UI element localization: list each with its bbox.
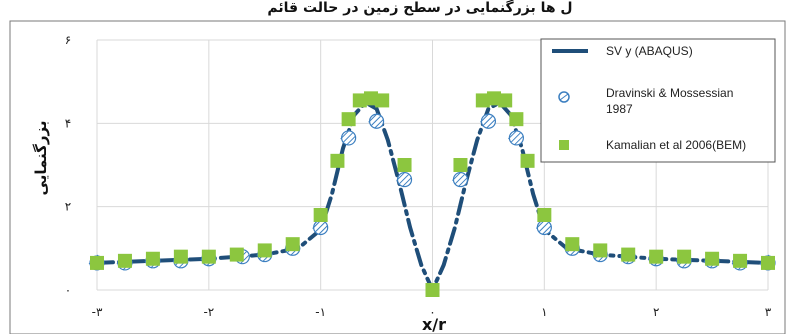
data-point-kamalian [425, 283, 440, 297]
x-tick-label: -۳ [92, 305, 103, 319]
data-point-kamalian [330, 153, 345, 168]
data-point-kamalian [621, 247, 636, 262]
data-point-kamalian [761, 255, 775, 270]
y-axis-label: بزرگنمایی [32, 121, 50, 196]
legend-box [540, 38, 776, 163]
x-tick-label: ۰ [429, 305, 435, 319]
legend-label-dravinski: Dravinski & Mossessian 1987 [606, 86, 733, 116]
y-tick-label: ۰ [65, 283, 71, 297]
data-point-kamalian [593, 243, 608, 258]
chart-title: ل ها بزرگنمایی در سطح زمین در حالت قائم [267, 0, 572, 16]
x-tick-label: -۱ [315, 305, 326, 319]
data-point-kamalian [733, 253, 748, 268]
data-point-kamalian [145, 251, 160, 266]
legend-label-abaqus: SV y (ABAQUS) [606, 44, 693, 58]
y-tick-labels: ۰ ۲ ۴ ۶ [65, 33, 71, 297]
data-point-dravinski [340, 129, 357, 146]
data-point-dravinski [452, 171, 469, 188]
data-point-kamalian [537, 208, 552, 222]
data-point-kamalian [453, 158, 468, 172]
y-tick-label: ۲ [65, 200, 71, 214]
data-point-dravinski [396, 171, 413, 188]
x-axis-label: x/r [422, 315, 446, 334]
x-tick-label: -۲ [203, 305, 214, 319]
data-point-kamalian [313, 208, 328, 222]
data-point-kamalian [520, 153, 535, 168]
data-point-dravinski [312, 219, 329, 236]
data-point-dravinski [480, 112, 497, 129]
data-point-kamalian [487, 91, 502, 106]
data-point-kamalian [173, 249, 188, 264]
x-tick-label: ۲ [653, 305, 659, 319]
data-point-kamalian [229, 247, 244, 262]
data-point-kamalian [352, 93, 367, 108]
legend-label-kamalian: Kamalian et al 2006(BEM) [606, 138, 746, 152]
data-point-kamalian [375, 93, 390, 108]
data-point-kamalian [90, 255, 104, 270]
data-point-kamalian [341, 112, 356, 127]
data-point-dravinski [508, 129, 524, 146]
x-tick-label: ۳ [765, 305, 772, 319]
data-point-kamalian [201, 249, 216, 264]
data-point-kamalian [117, 253, 132, 268]
chart-frame [9, 20, 786, 334]
x-tick-labels: -۳ -۲ -۱ ۰ ۱ ۲ ۳ [92, 305, 772, 319]
data-point-kamalian [649, 249, 664, 264]
data-point-kamalian [285, 237, 300, 252]
data-point-kamalian [565, 237, 580, 252]
data-point-kamalian [475, 93, 490, 108]
data-point-kamalian [677, 249, 692, 264]
data-point-kamalian [705, 251, 720, 266]
y-tick-label: ۴ [65, 116, 71, 130]
data-point-kamalian [363, 91, 378, 106]
series-kamalian-points [90, 91, 775, 297]
data-point-kamalian [498, 93, 513, 108]
legend: SV y (ABAQUS) Dravinski & Mossessian 1987… [540, 38, 776, 163]
data-point-dravinski [368, 112, 385, 129]
y-tick-label: ۶ [65, 33, 71, 47]
data-point-kamalian [509, 112, 524, 127]
x-tick-label: ۱ [541, 305, 547, 319]
data-point-kamalian [397, 158, 412, 172]
legend-square-icon [559, 140, 569, 150]
data-point-kamalian [257, 243, 272, 258]
data-point-dravinski [535, 219, 552, 236]
